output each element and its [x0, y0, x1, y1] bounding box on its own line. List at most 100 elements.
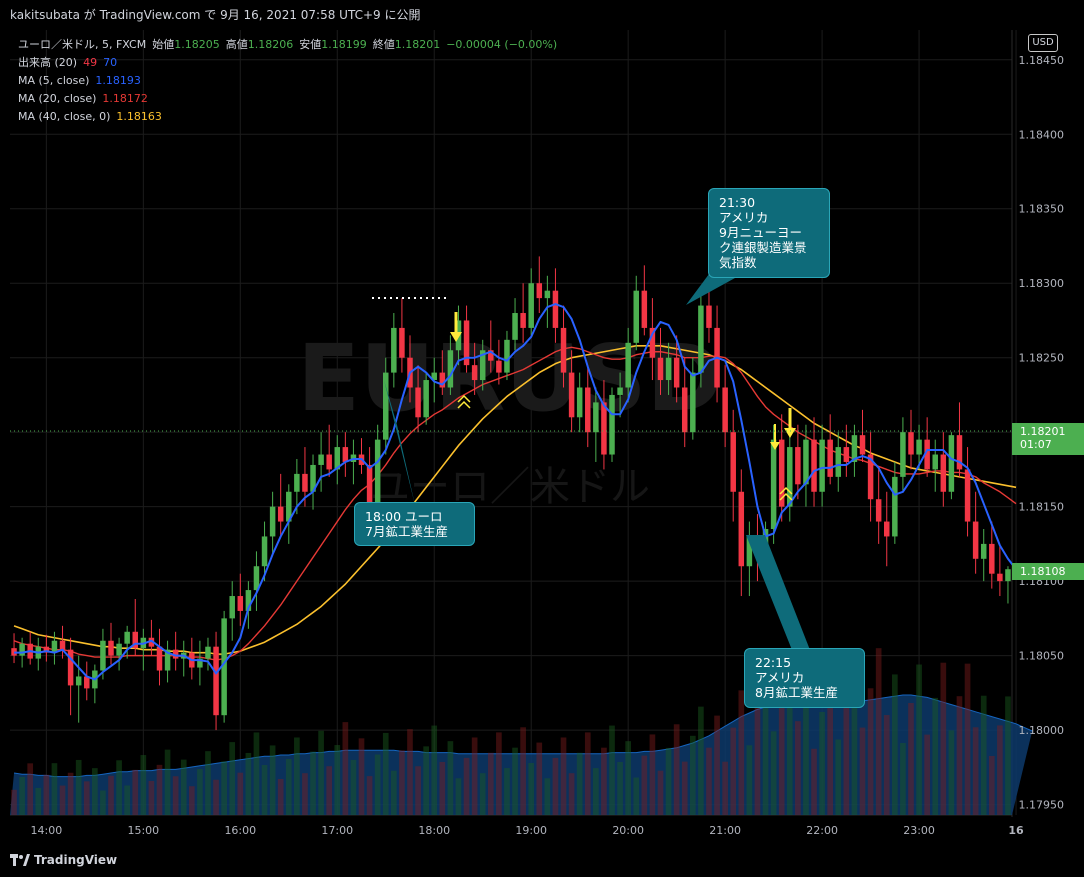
candle-body	[479, 350, 486, 381]
chevron-up-icon	[457, 394, 471, 409]
volume-bar	[997, 725, 1003, 815]
candle	[980, 529, 987, 582]
volume-bar	[75, 759, 82, 815]
callout-2130-us-empire-state[interactable]: 21:30 アメリカ 9月ニューヨー ク連銀製造業景 気指数	[708, 188, 830, 278]
legend-ma5[interactable]: MA (5, close) 1.18193	[18, 72, 557, 90]
candle-body	[116, 643, 122, 656]
legend-ma20[interactable]: MA (20, close) 1.18172	[18, 90, 557, 108]
price-tick-label: 1.18250	[1019, 352, 1065, 365]
candle	[641, 265, 648, 336]
volume-bar	[706, 747, 712, 815]
tradingview-logo[interactable]: TradingView	[10, 853, 117, 867]
volume-bar	[399, 750, 405, 815]
volume-bar	[180, 759, 187, 815]
volume-bar	[681, 761, 688, 815]
candle	[261, 521, 268, 582]
candle	[342, 432, 349, 477]
volume-bar	[609, 725, 615, 815]
volume-bar	[391, 770, 397, 815]
volume-bar	[601, 747, 607, 815]
legend-low-label: 安値	[299, 38, 322, 51]
candle-body	[374, 439, 381, 507]
legend-volume[interactable]: 出来高 (20) 49 70	[18, 54, 557, 72]
candle	[900, 417, 906, 492]
candle-body	[568, 372, 575, 418]
volume-bar	[229, 742, 236, 815]
candle-body	[641, 290, 648, 328]
legend-ma40[interactable]: MA (40, close, 0) 1.18163	[18, 108, 557, 126]
candle-body	[269, 506, 276, 537]
volume-bar	[439, 761, 446, 815]
volume-bar	[512, 747, 518, 815]
volume-bar	[811, 748, 817, 815]
candle-body	[156, 646, 163, 671]
candle-body	[84, 676, 90, 689]
candle-body	[867, 454, 874, 500]
ma5-line	[14, 303, 1017, 681]
candle-body	[827, 439, 833, 477]
legend-change: −0.00004 (−0.00%)	[446, 38, 558, 51]
legend-volume-v2: 70	[103, 56, 118, 69]
callout-1800-eu-industrial-production[interactable]: 18:00 ユーロ 7月鉱工業生産	[354, 502, 475, 546]
candle	[286, 484, 292, 544]
candle	[827, 414, 833, 485]
time-tick-label: 17:00	[321, 824, 353, 837]
volume-bar	[237, 772, 244, 815]
candle	[972, 491, 979, 574]
ma5-path	[14, 303, 1017, 681]
candle-body	[520, 313, 526, 328]
volume-bar	[285, 759, 292, 815]
volume-bar	[100, 790, 106, 815]
volume-bar	[649, 734, 656, 815]
candle	[132, 599, 138, 656]
volume-bar	[536, 742, 543, 815]
legend-open-label: 始値	[152, 38, 175, 51]
candle	[884, 491, 890, 567]
time-tick-label: 19:00	[515, 824, 547, 837]
footer-bar: TradingView	[0, 845, 1084, 877]
volume-ma-area	[10, 695, 1033, 815]
ma5-price-tag: 1.18108	[1012, 563, 1084, 580]
candle	[294, 458, 300, 515]
candle	[334, 435, 341, 485]
candle-body	[19, 643, 25, 656]
candle-body	[681, 387, 688, 433]
candle-body	[51, 640, 58, 653]
volume-bar	[568, 773, 575, 815]
price-tick-label: 1.18050	[1019, 650, 1065, 663]
volume-bar	[294, 737, 300, 815]
volume-bar	[382, 732, 389, 815]
volume-bar	[932, 697, 939, 815]
candle	[989, 521, 995, 589]
legend-high-label: 高値	[225, 38, 248, 51]
last-price-tag: 1.18201 01:07	[1012, 423, 1084, 455]
candle-body	[439, 372, 446, 388]
candle	[116, 637, 122, 671]
time-axis[interactable]: 14:00 15:00 16:00 17:00 18:00 19:00 20:00 21:00…	[31, 824, 1084, 837]
candle	[560, 305, 567, 388]
legend-symbol[interactable]: ユーロ／米ドル, 5, FXCM	[18, 38, 147, 51]
volume-bar	[67, 772, 74, 815]
candle-body	[124, 631, 130, 644]
candle-body	[213, 646, 219, 716]
price-tick-label: 1.18300	[1019, 277, 1065, 290]
candle-body	[916, 439, 922, 455]
candle-body	[657, 357, 664, 381]
volume-bar	[924, 734, 930, 815]
candle	[520, 283, 526, 343]
candle	[665, 342, 672, 395]
price-tick-label: 1.18000	[1019, 724, 1065, 737]
candle-body	[948, 435, 955, 492]
candle	[924, 417, 930, 477]
volume-bar	[544, 778, 551, 815]
volume-bar	[59, 785, 66, 815]
volume-bar	[803, 684, 809, 815]
volume-bar	[964, 663, 971, 815]
currency-badge[interactable]: USD	[1028, 34, 1058, 52]
callout-2215-us-industrial-production[interactable]: 22:15 アメリカ 8月鉱工業生産	[744, 648, 865, 708]
candle	[213, 631, 219, 731]
volume-bar	[584, 732, 591, 815]
candle	[471, 342, 478, 395]
volume-bar	[447, 741, 454, 815]
